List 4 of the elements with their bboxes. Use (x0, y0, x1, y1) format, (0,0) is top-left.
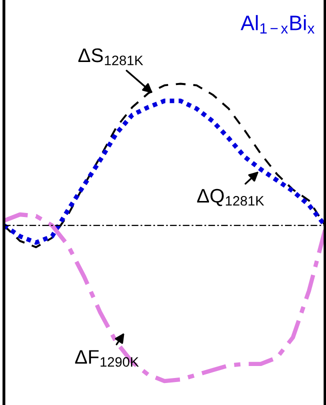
annotation: ΔF$_{1290K}$ (75, 350, 139, 367)
annotation: ΔQ$_{1281K}$ (197, 188, 264, 206)
text: Al$_{1−x}$Bi$_{x}$ (240, 15, 314, 34)
text: ΔS$_{1281K}$ (78, 48, 144, 66)
